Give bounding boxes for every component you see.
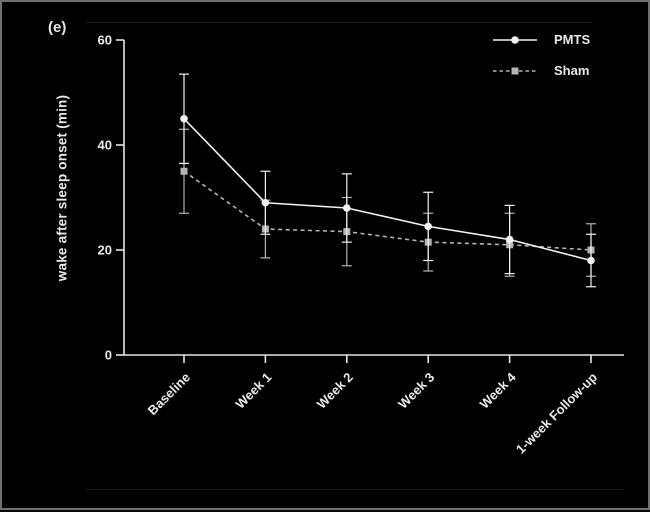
legend-item-sham: Sham — [492, 63, 590, 78]
x-tick-label: 1-week Follow-up — [513, 369, 600, 456]
data-point-sham — [180, 167, 188, 175]
data-point-pmts — [180, 114, 188, 123]
figure-top-edge — [86, 22, 592, 23]
x-tick-label: Week 4 — [477, 369, 520, 412]
panel-label: (e) — [48, 19, 67, 36]
data-point-pmts — [261, 198, 270, 207]
series-line-pmts — [183, 118, 592, 262]
data-point-pmts — [343, 204, 351, 212]
y-tick-label: 0 — [105, 348, 112, 363]
legend-label-sham: Sham — [554, 63, 590, 78]
data-point-pmts — [587, 256, 595, 265]
x-tick-label: Baseline — [145, 370, 193, 418]
chart-legend: PMTS Sham — [492, 32, 590, 78]
y-tick-label: 20 — [98, 243, 112, 258]
x-tick-label: Week 1 — [232, 370, 274, 412]
y-tick-label: 60 — [98, 33, 112, 48]
legend-label-pmts: PMTS — [554, 32, 591, 47]
data-point-pmts — [424, 222, 433, 231]
series-line-sham — [183, 170, 592, 251]
figure-bottom-edge — [86, 489, 624, 490]
legend-dashed-line-square-icon — [493, 67, 537, 74]
data-point-pmts — [505, 235, 514, 244]
y-tick-label: 40 — [98, 138, 112, 153]
legend-solid-line-circle-icon — [493, 35, 537, 44]
x-tick-label: Week 3 — [395, 370, 437, 412]
legend-item-pmts: PMTS — [492, 32, 590, 47]
x-tick-label: Week 2 — [314, 370, 356, 412]
